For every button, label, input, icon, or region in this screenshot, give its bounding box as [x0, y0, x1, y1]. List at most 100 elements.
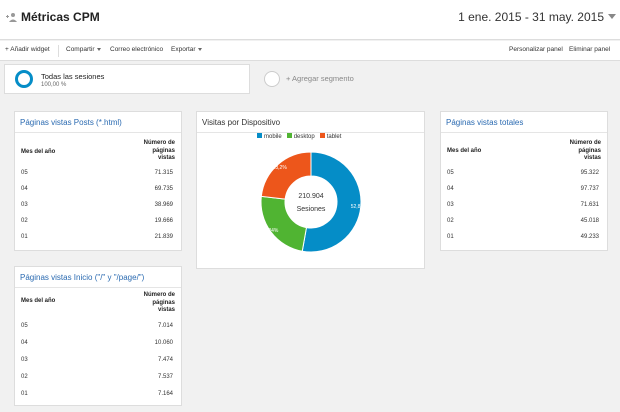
- value-cell: 10.060: [154, 340, 173, 346]
- value-cell: 97.737: [580, 186, 599, 192]
- donut-total-label: Sesiones: [296, 206, 326, 213]
- legend-item-desktop[interactable]: desktop: [286, 133, 315, 140]
- month-cell: 02: [21, 374, 28, 380]
- value-cell: 49.233: [580, 234, 599, 240]
- month-cell: 05: [21, 170, 28, 176]
- donut-slice-label-desktop: 24%: [268, 228, 279, 234]
- share-button[interactable]: Compartir: [66, 46, 101, 53]
- value-cell: 45.018: [580, 218, 599, 224]
- table-row: 01 7.164: [15, 387, 181, 403]
- value-cell: 71.631: [580, 202, 599, 208]
- column-header-pageviews: Número de páginas vistas: [570, 140, 601, 163]
- month-cell: 03: [21, 357, 28, 363]
- dashboard-toolbar: + Añadir widget Compartir Correo electró…: [0, 41, 620, 61]
- widget-title[interactable]: Páginas vistas Posts (*.html): [20, 118, 122, 127]
- legend-label: desktop: [293, 134, 315, 140]
- month-cell: 05: [447, 170, 454, 176]
- legend-item-mobile[interactable]: mobile: [257, 133, 282, 140]
- column-header-line: vistas: [157, 155, 175, 161]
- widget-title[interactable]: Páginas vistas totales: [446, 118, 524, 127]
- legend-swatch: [319, 133, 325, 139]
- month-cell: 04: [21, 186, 28, 192]
- column-header-month: Mes del año: [21, 298, 56, 304]
- add-widget-button[interactable]: + Añadir widget: [5, 46, 50, 53]
- add-segment-circle-icon[interactable]: [264, 71, 280, 87]
- widget-divider: [15, 132, 181, 133]
- customize-dashboard-button[interactable]: Personalizar panel: [509, 46, 563, 53]
- month-cell: 01: [21, 234, 28, 240]
- column-header-line: páginas: [152, 299, 175, 306]
- value-cell: 21.839: [154, 234, 173, 240]
- column-header-pageviews: Número de páginas vistas: [144, 140, 175, 163]
- table-row: 05 7.014: [15, 319, 181, 335]
- donut-slice-label-tablet: 23,2%: [273, 165, 288, 171]
- table-row: 03 7.474: [15, 353, 181, 369]
- month-cell: 05: [21, 323, 28, 329]
- posts-pageviews-widget: Páginas vistas Posts (*.html) Mes del añ…: [14, 111, 182, 251]
- table-row: 05 71.315: [15, 166, 181, 182]
- legend-swatch: [257, 133, 262, 139]
- legend-label: tablet: [326, 134, 342, 140]
- table-row: 01 49.233: [441, 230, 607, 246]
- legend-swatch: [286, 133, 292, 139]
- dashboard-user-icon: [6, 13, 17, 22]
- page-title: Métricas CPM: [21, 10, 100, 24]
- home-pageviews-widget: Páginas vistas Inicio ("/" y "/page/") M…: [14, 266, 182, 406]
- active-segment[interactable]: Todas las sesiones 100,00 %: [4, 64, 250, 94]
- segment-percentage: 100,00 %: [41, 82, 67, 88]
- month-cell: 01: [447, 234, 454, 240]
- donut-chart: 52,8% 24% 23,2%: [260, 151, 365, 253]
- column-header-line: Número de: [569, 140, 601, 146]
- month-cell: 03: [447, 202, 454, 208]
- table-row: 01 21.839: [15, 230, 181, 246]
- month-cell: 02: [447, 218, 454, 224]
- column-header-line: vistas: [583, 155, 601, 161]
- table-row: 04 97.737: [441, 182, 607, 198]
- export-label: Exportar: [171, 46, 196, 53]
- value-cell: 95.322: [580, 170, 599, 176]
- legend-label: mobile: [264, 134, 282, 140]
- month-cell: 03: [21, 202, 28, 208]
- dashboard-header: Métricas CPM 1 ene. 2015 - 31 may. 2015: [0, 0, 620, 40]
- month-cell: 01: [21, 391, 28, 397]
- table-row: 03 71.631: [441, 198, 607, 214]
- donut-slice-tablet[interactable]: [260, 151, 312, 200]
- table-row: 03 38.969: [15, 198, 181, 214]
- column-header-month: Mes del año: [21, 149, 56, 155]
- column-header-line: páginas: [578, 147, 601, 154]
- date-range-selector[interactable]: 1 ene. 2015 - 31 may. 2015: [458, 10, 604, 24]
- delete-dashboard-button[interactable]: Eliminar panel: [569, 46, 611, 53]
- value-cell: 69.735: [154, 186, 173, 192]
- email-button[interactable]: Correo electrónico: [110, 46, 164, 53]
- segment-name: Todas las sesiones: [41, 72, 105, 81]
- column-header-line: vistas: [157, 307, 175, 313]
- table-row: 02 19.666: [15, 214, 181, 230]
- column-header-line: Número de: [143, 140, 175, 146]
- column-header-line: páginas: [152, 147, 175, 154]
- segment-circle-icon: [15, 70, 33, 88]
- table-row: 04 69.735: [15, 182, 181, 198]
- toolbar-divider: [58, 45, 59, 57]
- devices-visits-widget: Visitas por Dispositivo mobile desktop t…: [196, 111, 425, 269]
- donut-total-value: 210.904: [298, 193, 324, 200]
- widget-title[interactable]: Páginas vistas Inicio ("/" y "/page/"): [20, 273, 145, 282]
- widget-divider: [197, 132, 424, 133]
- value-cell: 7.014: [157, 323, 173, 329]
- share-label: Compartir: [66, 46, 95, 53]
- table-row: 05 95.322: [441, 166, 607, 182]
- donut-slice-mobile[interactable]: [301, 151, 362, 253]
- month-cell: 02: [21, 218, 28, 224]
- value-cell: 7.164: [157, 391, 173, 397]
- table-row: 02 45.018: [441, 214, 607, 230]
- add-segment-button[interactable]: + Agregar segmento: [286, 74, 354, 83]
- widget-title[interactable]: Visitas por Dispositivo: [202, 118, 281, 127]
- date-range-chevron-down-icon[interactable]: [608, 14, 616, 19]
- chart-legend: mobile desktop tablet: [257, 133, 342, 140]
- value-cell: 7.537: [157, 374, 173, 380]
- donut-hole: [286, 177, 336, 227]
- export-button[interactable]: Exportar: [171, 46, 202, 53]
- legend-item-tablet[interactable]: tablet: [319, 133, 342, 140]
- month-cell: 04: [447, 186, 454, 192]
- column-header-month: Mes del año: [447, 148, 482, 154]
- total-pageviews-widget: Páginas vistas totales Mes del año Númer…: [440, 111, 608, 251]
